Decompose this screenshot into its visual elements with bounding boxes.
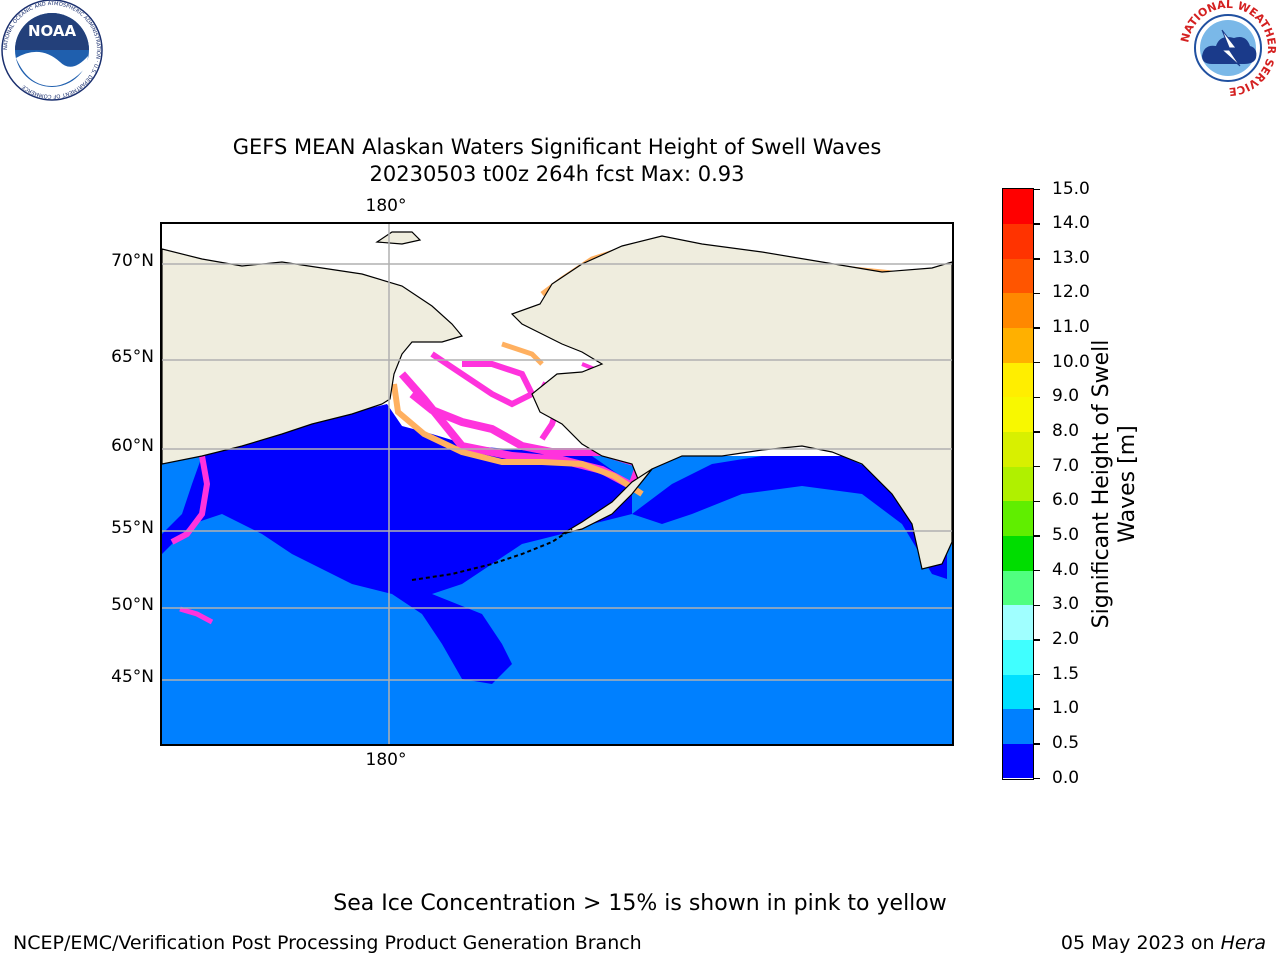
colorbar-tick-label: 1.5 (1052, 663, 1080, 684)
footer-right: 05 May 2023 on Hera (1061, 932, 1266, 954)
land-alaska (510, 235, 952, 570)
colorbar-tick (1034, 258, 1040, 260)
lat-label-45: 45°N (111, 667, 154, 687)
colorbar-tick-label: 8.0 (1052, 421, 1080, 442)
colorbar-tick-label: 10.0 (1052, 351, 1090, 372)
colorbar-segment (1003, 708, 1033, 744)
colorbar-tick (1034, 673, 1040, 676)
colorbar-tick-label: 9.0 (1052, 386, 1080, 407)
land-alaska-peninsula (561, 468, 653, 535)
colorbar-segment (1003, 570, 1033, 606)
colorbar-tick (1034, 708, 1040, 710)
colorbar-tick-label: 1.0 (1052, 698, 1080, 719)
colorbar-segment (1003, 535, 1033, 571)
colorbar-tick-label: 13.0 (1052, 247, 1090, 268)
footer-left: NCEP/EMC/Verification Post Processing Pr… (13, 932, 642, 954)
colorbar-tick-label: 14.0 (1052, 213, 1090, 234)
colorbar-segment (1003, 743, 1033, 779)
noaa-logo: NOAA NATIONAL OCEANIC AND ATMOSPHERIC AD… (0, 0, 104, 104)
colorbar-tick-label: 0.0 (1052, 767, 1080, 788)
colorbar-tick-label: 5.0 (1052, 524, 1080, 545)
gridlines (162, 224, 952, 744)
footer-date: 05 May 2023 on (1060, 932, 1221, 954)
colorbar-tick (1034, 465, 1040, 468)
colorbar-segment (1003, 466, 1033, 502)
colorbar-tick-label: 4.0 (1052, 559, 1080, 580)
aleutian-islands (411, 528, 573, 581)
lon-label-bottom: 180° (365, 750, 407, 770)
colorbar-tick (1034, 327, 1040, 329)
colorbar-tick (1034, 188, 1040, 191)
bering-open-water (202, 404, 602, 456)
colorbar-segment (1003, 604, 1033, 640)
colorbar-tick-label: 15.0 (1052, 178, 1090, 199)
colorbar-tick (1034, 292, 1040, 295)
nws-logo: NATIONAL WEATHER SERVICE (1178, 0, 1278, 100)
colorbar-tick-label: 3.0 (1052, 594, 1080, 615)
colorbar-title: Significant Height of Swell Waves [m] (1089, 340, 1141, 629)
colorbar (1002, 188, 1034, 780)
noaa-logo-text: NOAA (28, 22, 77, 40)
lat-label-50: 50°N (111, 595, 154, 615)
colorbar-tick (1034, 431, 1040, 433)
chart-title: GEFS MEAN Alaskan Waters Significant Hei… (232, 135, 882, 159)
lat-label-65: 65°N (111, 347, 154, 367)
colorbar-segment (1003, 189, 1033, 225)
colorbar-segment (1003, 674, 1033, 710)
colorbar-tick (1034, 639, 1040, 641)
colorbar-segment (1003, 639, 1033, 675)
colorbar-title-line1: Significant Height of Swell (1089, 339, 1114, 629)
lat-label-60: 60°N (111, 436, 154, 456)
colorbar-tick (1034, 604, 1040, 606)
lon-label-top: 180° (365, 196, 407, 216)
colorbar-segment (1003, 500, 1033, 536)
colorbar-tick-label: 12.0 (1052, 282, 1090, 303)
colorbar-segment (1003, 431, 1033, 467)
colorbar-tick (1034, 361, 1040, 364)
colorbar-tick (1034, 500, 1040, 503)
colorbar-tick (1034, 535, 1040, 537)
colorbar-segment (1003, 327, 1033, 363)
colorbar-tick-label: 11.0 (1052, 317, 1090, 338)
colorbar-tick-label: 2.0 (1052, 628, 1080, 649)
map-panel (160, 222, 954, 746)
colorbar-segment (1003, 258, 1033, 294)
low-swell-region (162, 412, 632, 684)
colorbar-tick-label: 0.5 (1052, 732, 1080, 753)
lat-label-70: 70°N (111, 251, 154, 271)
colorbar-tick (1034, 777, 1040, 780)
colorbar-tick (1034, 223, 1040, 225)
colorbar-segment (1003, 362, 1033, 398)
sea-ice-note: Sea Ice Concentration > 15% is shown in … (333, 891, 947, 916)
colorbar-segment (1003, 223, 1033, 259)
low-swell-gulf (632, 456, 947, 579)
colorbar-tick (1034, 569, 1040, 572)
footer-host: Hera (1220, 932, 1266, 954)
colorbar-tick (1034, 743, 1040, 745)
colorbar-tick-label: 7.0 (1052, 455, 1080, 476)
lat-label-55: 55°N (111, 518, 154, 538)
chart-subtitle: 20230503 t00z 264h fcst Max: 0.93 (369, 162, 745, 186)
colorbar-segment (1003, 292, 1033, 329)
colorbar-tick (1034, 396, 1040, 399)
colorbar-tick-label: 6.0 (1052, 490, 1080, 511)
colorbar-title-line2: Waves [m] (1115, 425, 1140, 543)
land-siberia (162, 248, 464, 465)
colorbar-segment (1003, 396, 1033, 433)
